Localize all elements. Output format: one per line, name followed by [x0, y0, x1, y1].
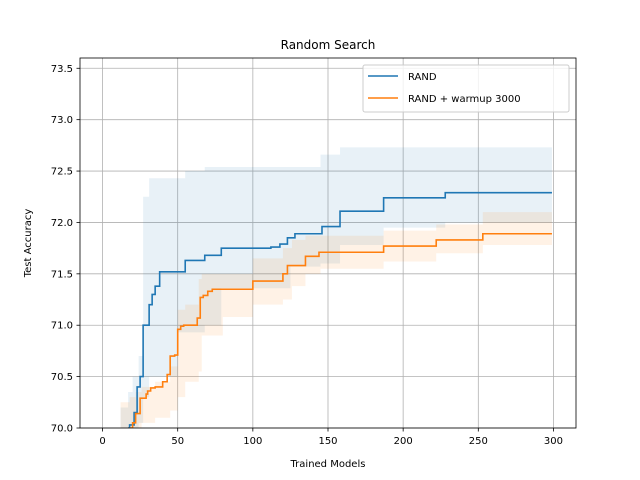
line-rand [128, 191, 552, 428]
x-axis-ticks: 0 50 100 150 200 250 300 [99, 428, 563, 447]
legend-label-rand-warmup: RAND + warmup 3000 [408, 94, 521, 105]
legend-label-rand: RAND [408, 72, 437, 83]
x-tick-label: 100 [243, 436, 262, 447]
band-rand [120, 147, 552, 428]
y-tick-label: 72.5 [51, 167, 73, 178]
line-rand-warmup-3000 [129, 232, 552, 428]
y-tick-label: 72.0 [51, 218, 73, 229]
x-tick-label: 300 [544, 436, 563, 447]
y-tick-label: 73.5 [51, 64, 73, 75]
series-lines [128, 191, 552, 428]
legend-frame [362, 64, 570, 113]
y-axis-ticks: 70.0 70.5 71.0 71.5 72.0 72.5 73.0 73.5 [51, 64, 80, 435]
y-tick-label: 71.0 [51, 321, 73, 332]
chart-title: Random Search [281, 38, 376, 52]
y-tick-label: 70.5 [51, 372, 73, 383]
y-tick-label: 71.5 [51, 269, 73, 280]
y-axis-label: Test Accuracy [23, 209, 34, 279]
y-tick-label: 70.0 [51, 424, 73, 435]
x-tick-label: 200 [394, 436, 413, 447]
x-tick-label: 50 [171, 436, 184, 447]
x-tick-label: 0 [99, 436, 105, 447]
x-tick-label: 250 [469, 436, 488, 447]
x-axis-label: Trained Models [290, 459, 366, 470]
y-tick-label: 73.0 [51, 115, 73, 126]
x-tick-label: 150 [318, 436, 337, 447]
legend: RAND RAND + warmup 3000 [362, 64, 570, 113]
